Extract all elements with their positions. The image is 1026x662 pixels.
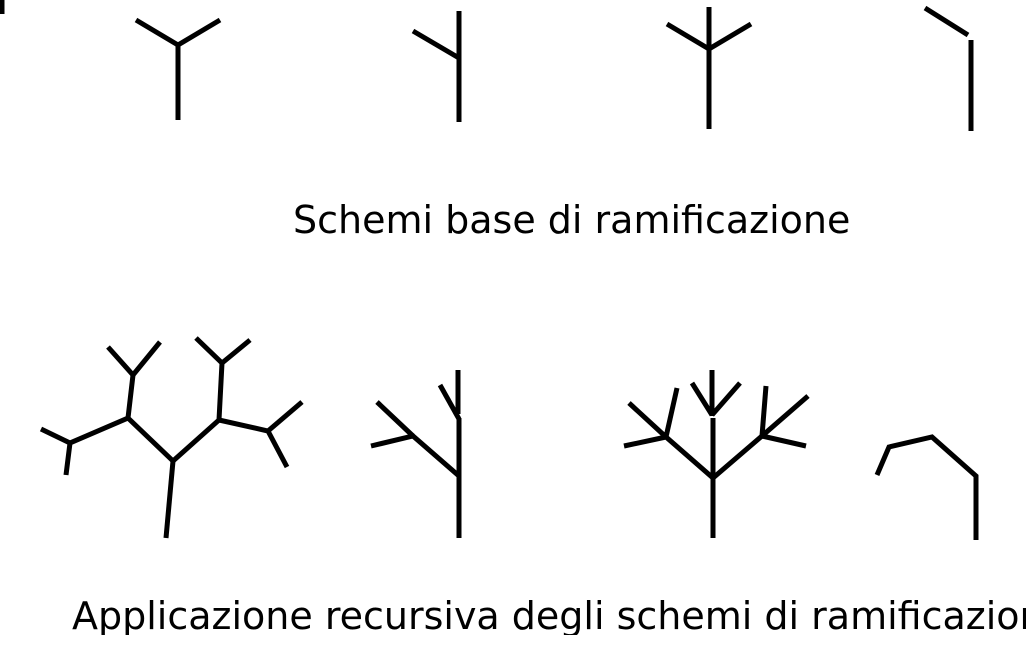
recursive-tree-2	[370, 370, 462, 538]
side-twig	[375, 400, 415, 438]
right-side-twig	[266, 400, 304, 433]
bent-leader	[874, 434, 979, 540]
left-fork	[106, 340, 162, 379]
right-side-branch	[218, 417, 290, 469]
basic-scheme-1-symmetric-fork	[134, 17, 222, 120]
right-fork	[194, 336, 252, 367]
basic-scheme-4-bent-leader	[923, 5, 974, 131]
trunk	[163, 460, 176, 539]
left-side-branch	[63, 415, 129, 476]
bent-segment	[923, 5, 970, 38]
left-twig-a	[627, 401, 668, 439]
recursive-tree-4	[874, 434, 979, 540]
basic-scheme-2-single-side-branch	[411, 11, 462, 122]
right-twig-a	[760, 394, 810, 438]
right-branch	[707, 21, 753, 52]
top-fork-right	[710, 381, 742, 417]
right-branch	[711, 433, 807, 480]
left-branch	[134, 17, 180, 48]
recursive-tree-3	[623, 370, 810, 538]
right-twig-b	[759, 385, 769, 437]
left-twig-b	[663, 387, 680, 438]
left-side-twig	[39, 426, 72, 446]
right-branch	[176, 17, 222, 48]
left-branch	[411, 28, 461, 61]
right-branch	[171, 362, 225, 463]
left-branch	[623, 434, 715, 480]
main-side-branch	[370, 433, 461, 478]
caption-basic-schemes: Schemi base di ramificazione	[293, 198, 851, 242]
caption-recursive-application: Applicazione recursiva degli schemi di r…	[72, 597, 1026, 635]
left-branch	[125, 374, 175, 463]
recursive-tree-1	[39, 336, 304, 539]
top-fork-left	[689, 381, 715, 417]
left-branch	[665, 21, 711, 52]
basic-scheme-3-fork-with-leader	[665, 7, 753, 129]
